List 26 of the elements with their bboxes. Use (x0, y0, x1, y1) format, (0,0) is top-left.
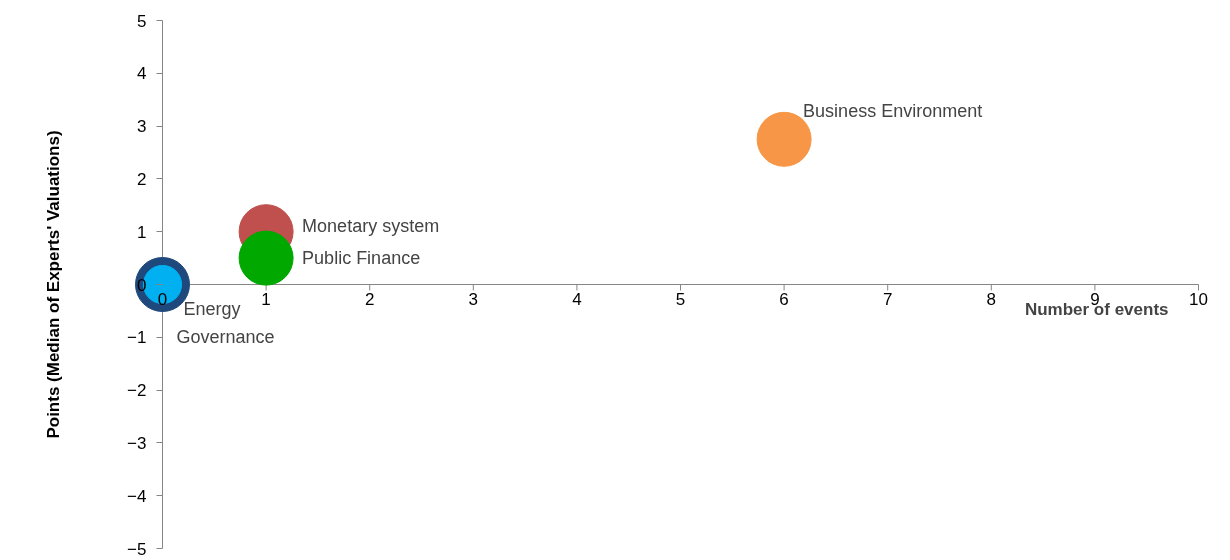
x-tick-label: 2 (364, 289, 375, 309)
y-axis-title: Points (Median of Experts' Valuations) (43, 130, 63, 439)
y-tick-label: 1 (137, 222, 147, 242)
series-label: Monetary system (302, 215, 440, 236)
x-tick-label: 5 (675, 289, 686, 309)
x-tick-label: 6 (779, 289, 789, 309)
series-label: Public Finance (302, 248, 421, 269)
y-tick-label: −1 (127, 328, 147, 348)
y-tick-label: −5 (127, 539, 147, 559)
series-label: Business Environment (803, 101, 983, 122)
x-tick-label: 3 (468, 289, 479, 309)
y-tick-label: −4 (127, 486, 147, 506)
x-tick-label: 7 (882, 289, 893, 309)
y-tick-label: −3 (127, 433, 147, 453)
y-tick-label: 5 (137, 11, 147, 31)
x-tick-label: 4 (572, 289, 582, 309)
series-label: Energy (183, 298, 241, 319)
x-tick-label: 8 (986, 289, 997, 309)
y-tick-label: 3 (137, 117, 147, 137)
x-tick-label: 1 (261, 289, 271, 309)
y-tick-label: 4 (137, 64, 147, 84)
x-tick-label: 10 (1189, 289, 1208, 309)
series-label: Governance (176, 326, 275, 347)
y-tick-label: −2 (127, 381, 147, 401)
y-tick-label: 2 (137, 169, 147, 189)
x-tick-label: 0 (157, 289, 168, 309)
